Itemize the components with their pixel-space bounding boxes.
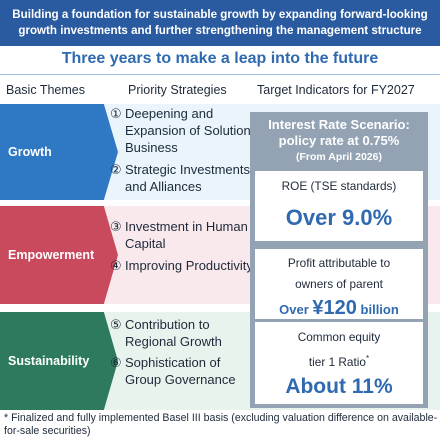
column-header-themes: Basic Themes xyxy=(6,83,85,97)
theme-empowerment-arrow: Empowerment xyxy=(0,206,118,304)
strategy-3: ③ Investment in Human Capital xyxy=(110,218,255,252)
strategy-4-number: ④ xyxy=(110,258,122,273)
column-header-strategies: Priority Strategies xyxy=(128,83,227,97)
strategy-1-number: ① xyxy=(110,106,122,121)
scenario-line-2: policy rate at 0.75% xyxy=(278,133,400,148)
cet1-target-card: Common equity tier 1 Ratio* About 11% xyxy=(255,322,423,404)
strategy-2: ② Strategic Investments and Alliances xyxy=(110,161,255,195)
theme-growth-arrow: Growth xyxy=(0,104,118,200)
strategy-5-number: ⑤ xyxy=(110,317,122,332)
strategy-4: ④ Improving Productivity xyxy=(110,257,255,274)
banner-line-2: growth investments and further strengthe… xyxy=(18,24,422,37)
cet1-label-2-wrap: tier 1 Ratio* xyxy=(255,352,423,369)
strategy-6-text: Sophistication of Group Governance xyxy=(125,355,236,387)
footnote: * Finalized and fully implemented Basel … xyxy=(4,412,438,437)
tagline-divider xyxy=(0,74,440,75)
strategy-2-text: Strategic Investments and Alliances xyxy=(125,162,250,194)
cet1-label-2: tier 1 Ratio xyxy=(308,354,366,369)
banner-line-1: Building a foundation for sustainable gr… xyxy=(12,8,428,21)
cet1-value: About 11% xyxy=(285,374,393,398)
theme-growth-label: Growth xyxy=(8,145,52,159)
strategy-3-number: ③ xyxy=(110,219,122,234)
roe-number: 9.0% xyxy=(342,205,393,230)
roe-value: Over 9.0% xyxy=(255,205,423,231)
profit-value: Over ¥120 billion xyxy=(255,297,423,320)
strategy-1-text: Deepening and Expansion of Solution Busi… xyxy=(125,106,251,155)
strategy-1: ① Deepening and Expansion of Solution Bu… xyxy=(110,105,255,156)
strategy-2-number: ② xyxy=(110,162,122,177)
strategy-6: ⑥ Sophistication of Group Governance xyxy=(110,354,255,388)
roe-target-card: ROE (TSE standards) Over 9.0% xyxy=(255,171,423,241)
cet1-footnote-mark: * xyxy=(365,354,370,363)
profit-prefix: Over xyxy=(279,302,313,317)
roe-label: ROE (TSE standards) xyxy=(281,179,397,193)
theme-sustainability-arrow: Sustainability xyxy=(0,312,118,410)
roe-prefix: Over xyxy=(285,205,343,230)
profit-target-card: Profit attributable to owners of parent … xyxy=(255,249,423,319)
strategy-5-text: Contribution to Regional Growth xyxy=(125,317,222,349)
strategy-5: ⑤ Contribution to Regional Growth xyxy=(110,316,255,350)
theme-sustainability-label: Sustainability xyxy=(8,354,90,368)
strategy-6-number: ⑥ xyxy=(110,355,122,370)
strategy-3-text: Investment in Human Capital xyxy=(125,219,248,251)
profit-unit: billion xyxy=(356,302,399,317)
interest-rate-scenario: Interest Rate Scenario: policy rate at 0… xyxy=(250,117,428,164)
header-banner: Building a foundation for sustainable gr… xyxy=(0,0,440,46)
scenario-line-3: (From April 2026) xyxy=(296,151,382,163)
scenario-line-1: Interest Rate Scenario: xyxy=(268,117,410,132)
strategy-4-text: Improving Productivity xyxy=(125,258,253,273)
column-header-targets: Target Indicators for FY2027 xyxy=(257,83,415,97)
cet1-label-1: Common equity xyxy=(297,330,381,344)
theme-empowerment-label: Empowerment xyxy=(8,248,95,262)
profit-label-1: Profit attributable to xyxy=(287,256,391,270)
profit-number: ¥120 xyxy=(312,297,357,319)
profit-label-2: owners of parent xyxy=(295,277,383,291)
plan-tagline: Three years to make a leap into the futu… xyxy=(61,50,379,67)
